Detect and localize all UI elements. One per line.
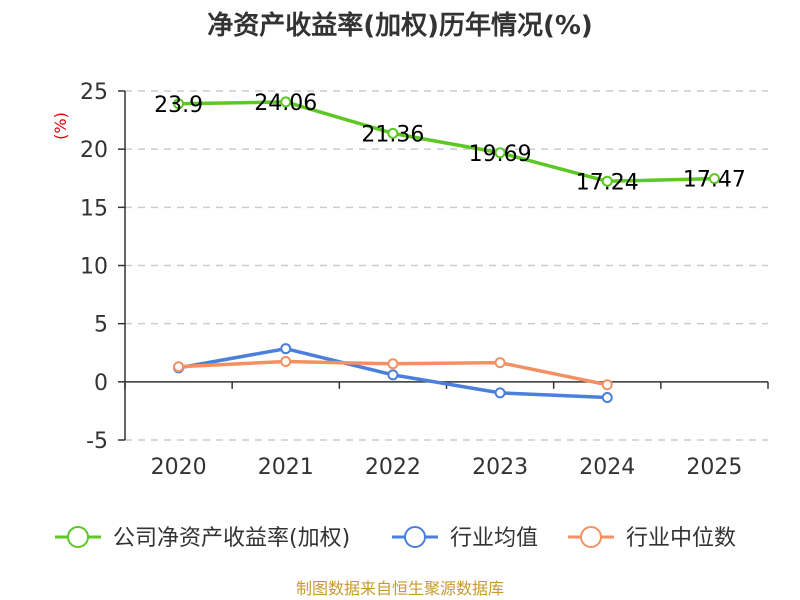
x-tick-label: 2021 [258, 455, 314, 480]
legend: 公司净资产收益率(加权) 行业均值 行业中位数 [55, 526, 736, 551]
series-layer [173, 96, 720, 404]
series-point-2 [280, 355, 292, 367]
series-point-1 [387, 369, 399, 381]
y-tick-label: 0 [94, 371, 108, 396]
data-label: 21.36 [361, 122, 424, 147]
legend-marker-0 [67, 526, 89, 548]
series-point-1 [280, 343, 292, 355]
y-tick-label: 5 [94, 313, 108, 338]
legend-marker-1 [404, 526, 426, 548]
series-point-0 [494, 147, 506, 159]
source-note: 制图数据来自恒生聚源数据库 [296, 579, 504, 598]
y-tick-label: 15 [80, 196, 108, 221]
series-line-0 [178, 100, 715, 184]
series-point-2 [173, 361, 185, 373]
y-tick-label: 20 [80, 138, 108, 163]
series-point-1 [494, 387, 506, 399]
series-point-0 [387, 127, 399, 139]
series-point-2 [494, 357, 506, 369]
series-point-2 [387, 358, 399, 370]
data-label: 19.69 [469, 142, 532, 167]
x-tick-label: 2023 [472, 455, 528, 480]
data-label: 17.24 [576, 170, 639, 195]
chart-title: 净资产收益率(加权)历年情况(%) [207, 10, 593, 41]
series-point-0 [601, 175, 613, 187]
y-axis-label: (%) [51, 112, 70, 140]
legend-label-2: 行业中位数 [626, 526, 736, 551]
y-tick-label: 10 [80, 255, 108, 280]
data-label: 17.47 [683, 168, 746, 193]
legend-label-1: 行业均值 [450, 526, 538, 551]
data-label: 23.9 [154, 93, 203, 118]
legend-marker-2 [580, 526, 602, 548]
data-label: 24.06 [254, 91, 317, 116]
x-tick-label: 2020 [151, 455, 207, 480]
y-tick-label: -5 [86, 429, 108, 454]
y-tick-label: 25 [80, 80, 108, 105]
legend-label-0: 公司净资产收益率(加权) [113, 526, 350, 551]
series-point-2 [601, 379, 613, 391]
series-point-1 [601, 392, 613, 404]
gridlines [125, 90, 768, 441]
axes: 25 20 15 10 5 0 -5 2020 2021 2022 2023 2024 2025 [80, 80, 769, 480]
x-tick-label: 2022 [365, 455, 421, 480]
x-tick-label: 2024 [579, 455, 635, 480]
data-labels: 23.9 24.06 21.36 19.69 17.24 17.47 [154, 91, 746, 195]
series-point-0 [280, 96, 292, 108]
series-point-0 [708, 173, 720, 185]
series-point-0 [173, 98, 185, 110]
x-tick-label: 2025 [686, 455, 742, 480]
